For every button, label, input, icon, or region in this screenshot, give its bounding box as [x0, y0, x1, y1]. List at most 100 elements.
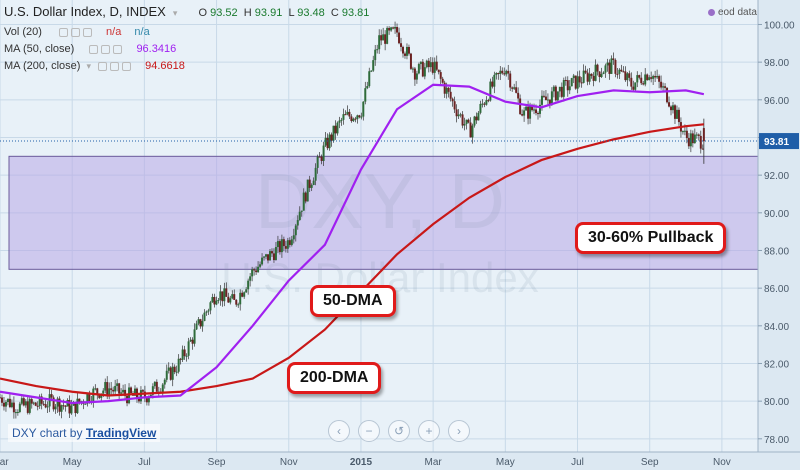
candle-body	[515, 87, 518, 93]
candle-body	[161, 384, 164, 392]
close-icon[interactable]	[122, 61, 132, 71]
candle-body	[251, 269, 254, 277]
candle-body	[544, 96, 547, 101]
candle-body	[263, 256, 266, 258]
candle-body	[463, 124, 466, 126]
candle-body	[239, 292, 242, 305]
callout-pullback-text: 30-60% Pullback	[588, 229, 714, 246]
candle-body	[596, 64, 599, 72]
candle-body	[624, 71, 627, 81]
candle-body	[116, 383, 119, 386]
candle-body	[374, 49, 377, 61]
candle-body	[378, 35, 381, 50]
x-tick-label: Mar	[0, 457, 9, 468]
hide-icon[interactable]	[110, 61, 120, 71]
candle-body	[509, 73, 512, 88]
close-value: 93.81	[341, 7, 370, 19]
candle-body	[22, 398, 25, 406]
candle-body	[582, 70, 585, 83]
candle-body	[58, 398, 61, 412]
chevron-down-icon[interactable]: ▾	[86, 61, 92, 71]
candle-body	[257, 266, 260, 273]
candle-body	[409, 53, 412, 69]
settings-icon[interactable]	[98, 61, 108, 71]
candle-body	[521, 114, 524, 116]
candle-body	[421, 61, 424, 77]
y-tick-label: 88.00	[764, 246, 789, 257]
settings-icon[interactable]	[58, 27, 68, 37]
candle-body	[636, 75, 639, 83]
candle-body	[217, 300, 220, 302]
candle-body	[348, 111, 351, 117]
candle-body	[519, 98, 522, 115]
candle-body	[489, 81, 492, 101]
chevron-down-icon[interactable]: ▾	[172, 8, 178, 18]
candle-body	[499, 70, 502, 74]
candle-body	[267, 254, 270, 261]
legend-ma200-row[interactable]: MA (200, close) ▾ 94.6618	[4, 60, 185, 72]
candle-body	[558, 86, 561, 92]
candle-body	[566, 80, 569, 91]
candle-body	[20, 398, 23, 404]
candle-body	[668, 102, 671, 107]
y-tick-label: 92.00	[764, 171, 789, 182]
candle-body	[124, 389, 127, 396]
hide-icon[interactable]	[101, 44, 111, 54]
candle-body	[0, 397, 1, 399]
callout-50dma: 50-DMA	[310, 285, 396, 317]
candle-body	[310, 184, 313, 188]
y-tick-label: 90.00	[764, 209, 789, 220]
candle-body	[513, 87, 516, 89]
candle-body	[314, 167, 317, 181]
candle-body	[340, 119, 343, 121]
candle-body	[415, 73, 418, 80]
zoom-in-button[interactable]: +	[418, 420, 440, 442]
candle-body	[195, 323, 198, 330]
close-icon[interactable]	[82, 27, 92, 37]
reset-button[interactable]: ↺	[388, 420, 410, 442]
candle-body	[243, 292, 246, 297]
candle-body	[344, 114, 347, 116]
candle-body	[330, 134, 333, 141]
y-tick-label: 96.00	[764, 96, 789, 107]
vol-label: Vol (20)	[4, 26, 42, 38]
candle-body	[199, 319, 202, 327]
candle-body	[320, 156, 323, 161]
candle-body	[268, 251, 271, 261]
candle-body	[26, 401, 29, 413]
candle-body	[106, 382, 109, 395]
legend-title[interactable]: U.S. Dollar Index, D, INDEX	[4, 4, 166, 19]
ohlc-readout: O 93.52 H 93.91 L 93.48 C 93.81	[198, 7, 369, 19]
candle-body	[322, 145, 325, 161]
y-tick-label: 100.00	[764, 20, 795, 31]
x-tick-label: Mar	[425, 457, 443, 468]
candle-body	[38, 396, 41, 407]
candle-body	[445, 87, 448, 94]
y-tick-label: 98.00	[764, 58, 789, 69]
candle-body	[70, 405, 73, 414]
candle-body	[147, 397, 150, 403]
candle-body	[602, 72, 605, 75]
legend-vol-row[interactable]: Vol (20) n/a n/a	[4, 26, 150, 38]
y-axis-bg	[758, 0, 800, 452]
legend-ma50-row[interactable]: MA (50, close) 96.3416	[4, 43, 176, 55]
candle-body	[702, 128, 705, 142]
watermark-symbol: DXY, D	[255, 157, 505, 245]
candle-body	[211, 296, 214, 303]
candle-body	[586, 72, 589, 82]
tradingview-link[interactable]: TradingView	[85, 426, 157, 440]
open-label: O	[198, 7, 208, 19]
scroll-left-button[interactable]: ‹	[328, 420, 350, 442]
candle-body	[670, 106, 673, 111]
settings-icon[interactable]	[89, 44, 99, 54]
candle-body	[570, 78, 573, 87]
zoom-out-button[interactable]: −	[358, 420, 380, 442]
close-label: C	[330, 7, 339, 19]
candle-body	[511, 87, 514, 89]
hide-icon[interactable]	[70, 27, 80, 37]
candle-body	[612, 58, 615, 60]
candle-body	[554, 86, 557, 101]
close-icon[interactable]	[113, 44, 123, 54]
scroll-right-button[interactable]: ›	[448, 420, 470, 442]
